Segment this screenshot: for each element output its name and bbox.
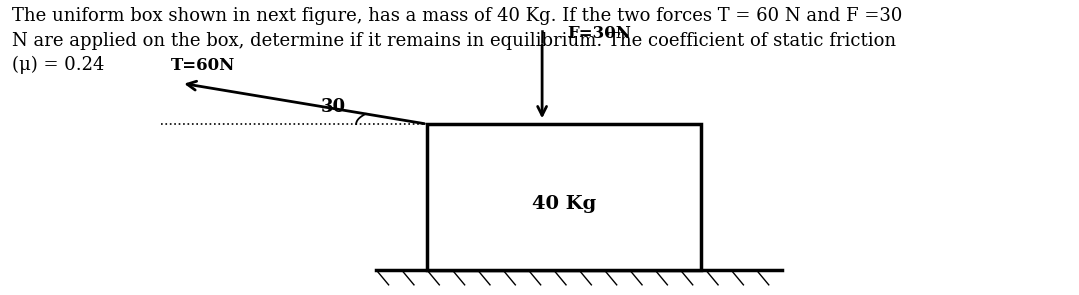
Bar	[427, 124, 701, 270]
Text: The uniform box shown in next figure, has a mass of 40 Kg. If the two forces T =: The uniform box shown in next figure, ha…	[12, 7, 902, 74]
Text: 40 Kg: 40 Kg	[532, 196, 596, 214]
Text: 30: 30	[322, 98, 346, 116]
Text: T=60N: T=60N	[172, 58, 235, 74]
Text: F=30N: F=30N	[568, 25, 631, 42]
